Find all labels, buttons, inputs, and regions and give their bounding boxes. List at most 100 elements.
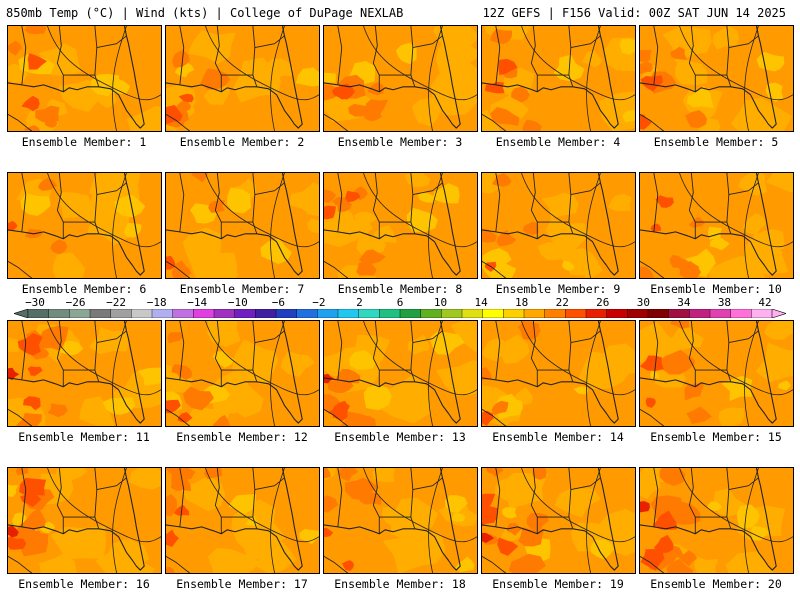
ensemble-member-map	[165, 172, 320, 279]
temperature-shading	[15, 412, 43, 426]
map-boundary-line	[695, 74, 732, 87]
colorbar-swatch	[172, 309, 194, 318]
map-boundary-line	[428, 26, 443, 131]
temperature-shading	[494, 477, 526, 503]
temperature-shading	[17, 333, 43, 356]
colorbar-min-arrow	[14, 309, 29, 318]
temperature-shading	[482, 228, 498, 243]
temperature-shading	[39, 552, 77, 573]
temperature-shading	[725, 551, 774, 573]
temperature-shading	[686, 86, 714, 109]
temperature-shading	[23, 396, 41, 411]
temperature-shading	[406, 207, 438, 233]
temperature-shading	[640, 49, 652, 62]
map-boundary-line	[21, 26, 27, 85]
map-boundary-line	[179, 26, 185, 85]
map-boundary-line	[324, 408, 348, 426]
temperature-shading	[671, 500, 701, 525]
temperature-shading	[90, 73, 120, 97]
temperature-shading	[166, 255, 176, 270]
temperature-shading	[679, 261, 702, 278]
temperature-shading	[166, 104, 183, 125]
temperature-shading	[260, 238, 292, 265]
map-boundary-line	[96, 35, 127, 49]
temperature-shading	[191, 173, 209, 183]
ensemble-member-map	[7, 172, 162, 279]
map-boundary-line	[695, 369, 732, 382]
temperature-shading	[496, 229, 517, 247]
ensemble-member-label: Ensemble Member: 17	[176, 577, 308, 591]
map-boundary-line	[214, 321, 222, 387]
ensemble-member-label: Ensemble Member: 18	[334, 577, 466, 591]
temperature-shading	[755, 342, 793, 383]
map-boundary-line	[482, 113, 506, 131]
map-boundary-line	[640, 113, 664, 131]
map-boundary-line	[112, 468, 127, 573]
map-boundary-line	[568, 468, 572, 518]
map-boundary-line	[324, 113, 348, 131]
temperature-shading	[382, 527, 446, 573]
map-boundary-line	[363, 468, 477, 543]
temperature-shading	[137, 367, 161, 386]
colorbar-swatch	[523, 309, 546, 318]
temperature-shading	[640, 355, 664, 372]
map-boundary-line	[726, 321, 730, 371]
colorbar-swatch	[193, 309, 215, 318]
temperature-shading	[436, 360, 477, 397]
temperature-shading	[482, 493, 496, 510]
colorbar-swatch	[337, 309, 360, 318]
temperature-shading	[85, 207, 107, 225]
map-boundary-line	[428, 321, 443, 426]
temperature-shading	[8, 367, 20, 381]
map-boundary-line	[482, 468, 619, 571]
map-boundary-line	[8, 26, 145, 129]
map-boundary-line	[530, 26, 538, 92]
ensemble-member-map	[323, 467, 478, 574]
temperature-shading	[114, 194, 146, 218]
temperature-shading	[412, 97, 443, 127]
ensemble-member-map	[323, 25, 478, 132]
map-boundary-line	[112, 321, 127, 426]
temperature-shading	[375, 375, 432, 424]
colorbar-swatch	[461, 309, 484, 318]
temperature-shading	[522, 221, 539, 236]
colorbar-swatch	[482, 309, 504, 318]
map-boundary-line	[324, 260, 348, 278]
temperature-shading	[345, 190, 361, 203]
ensemble-member-label: Ensemble Member: 8	[337, 282, 463, 296]
temperature-shading	[650, 223, 662, 232]
temperature-shading	[670, 321, 690, 329]
map-boundary-line	[688, 468, 696, 534]
temperature-shading	[645, 397, 656, 408]
colorbar-tick-label: −26	[65, 296, 86, 309]
map-boundary-line	[482, 26, 619, 129]
map-boundary-line	[521, 468, 635, 543]
map-boundary-line	[337, 173, 343, 232]
ensemble-member-map	[481, 320, 636, 427]
map-boundary-line	[94, 173, 98, 223]
temperature-shading	[27, 366, 43, 376]
temperature-colorbar	[14, 309, 786, 318]
map-boundary-line	[270, 26, 285, 131]
temperature-shading	[289, 182, 319, 212]
temperature-shading	[126, 106, 161, 131]
map-boundary-line	[166, 113, 190, 131]
temperature-shading	[573, 386, 589, 395]
map-boundary-line	[521, 321, 635, 396]
map-boundary-line	[221, 516, 258, 529]
map-boundary-line	[372, 173, 380, 239]
map-boundary-line	[586, 321, 601, 426]
colorbar-tick-label: −18	[146, 296, 167, 309]
temperature-shading	[39, 325, 69, 351]
map-boundary-line	[337, 468, 343, 527]
map-boundary-line	[640, 555, 664, 573]
ensemble-member-label: Ensemble Member: 3	[337, 135, 463, 149]
temperature-shading	[670, 46, 687, 60]
colorbar-tick-label: −10	[227, 296, 248, 309]
temperature-shading	[508, 553, 546, 573]
temperature-shading	[482, 367, 493, 381]
colorbar-labels: −30 −26 −22 −18 −14 −10 −6 −2 2 6 10 14 18 22 26 30 34 38…	[0, 296, 800, 309]
temperature-shading	[707, 501, 723, 511]
map-boundary-line	[47, 26, 161, 101]
temperature-shading	[24, 26, 47, 35]
